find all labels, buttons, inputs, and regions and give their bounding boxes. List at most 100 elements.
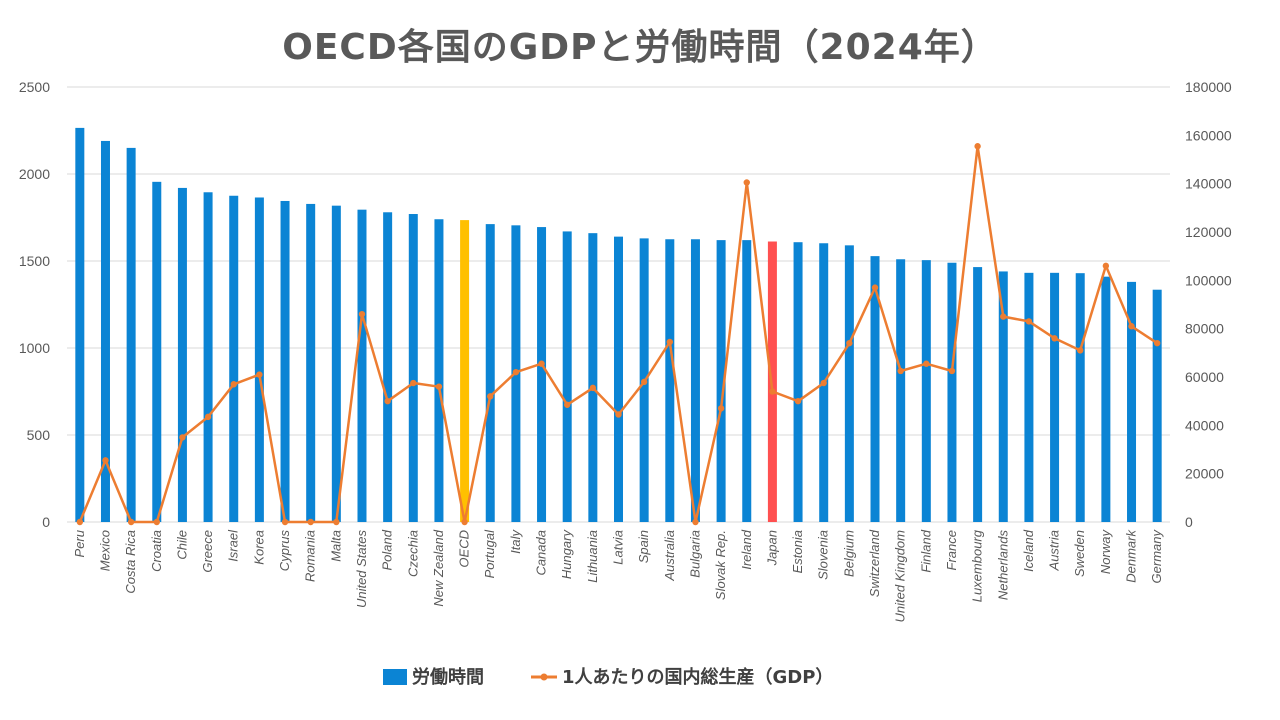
bar-lithuania — [588, 233, 598, 522]
gdp-point-sweden — [1077, 347, 1084, 354]
bar-hungary — [562, 231, 572, 523]
category-label: Lithuania — [585, 530, 600, 583]
bar-united-kingdom — [896, 259, 906, 522]
bar-norway — [1101, 276, 1111, 522]
gdp-point-chile — [179, 434, 186, 441]
category-label: Netherlands — [995, 530, 1010, 601]
category-label: Norway — [1098, 529, 1113, 575]
category-label: Czechia — [405, 530, 420, 577]
bar-peru — [75, 127, 85, 522]
gdp-point-ireland — [743, 179, 750, 186]
category-label: Mexico — [97, 530, 112, 571]
category-label: Italy — [508, 529, 523, 554]
left-tick-label: 1000 — [19, 340, 50, 356]
category-label: Luxembourg — [970, 529, 985, 602]
gdp-point-united-states — [358, 310, 366, 318]
bar-latvia — [614, 236, 623, 522]
bar-bulgaria — [690, 239, 700, 522]
gdp-point-poland — [384, 397, 391, 405]
gdp-point-norway — [1102, 262, 1110, 270]
legend-line-marker — [540, 673, 548, 681]
right-tick-label: 40000 — [1185, 417, 1224, 433]
gdp-point-belgium — [846, 339, 853, 347]
category-label: Belgium — [841, 530, 856, 577]
gdp-point-france — [948, 367, 956, 375]
bar-united-states — [357, 209, 367, 523]
gdp-point-luxembourg — [974, 143, 981, 150]
bar-costa-rica — [126, 147, 136, 522]
gdp-point-costa-rica — [127, 518, 135, 526]
right-y-axis: 0 20000 40000 60000 80000 100000 120000 140000 1… — [1185, 79, 1232, 530]
gdp-point-united-kingdom — [897, 367, 904, 375]
right-tick-label: 80000 — [1185, 321, 1224, 337]
gdp-point-korea — [256, 371, 263, 378]
category-label: Slovak Rep. — [713, 530, 728, 600]
gdp-point-switzerland — [871, 284, 879, 291]
right-tick-label: 180000 — [1185, 79, 1232, 95]
gdp-point-germany — [1153, 339, 1161, 347]
gdp-point-austria — [1051, 335, 1058, 342]
bar-series — [75, 127, 1162, 523]
category-label: Estonia — [790, 530, 805, 573]
category-label: Finland — [918, 529, 933, 572]
bar-cyprus — [280, 200, 290, 522]
bar-sweden — [1075, 273, 1085, 522]
gdp-point-slovenia — [820, 379, 827, 387]
gdp-point-canada — [538, 360, 545, 367]
category-label: Portugal — [482, 529, 497, 579]
category-label: United Kingdom — [893, 530, 908, 623]
category-label: Chile — [174, 530, 189, 560]
bar-finland — [921, 260, 931, 522]
category-label: Israel — [226, 529, 241, 562]
right-tick-label: 120000 — [1185, 224, 1232, 240]
category-label: Malta — [328, 530, 343, 562]
category-label: France — [944, 530, 959, 570]
left-y-axis: 0 500 1000 1500 2000 2500 — [19, 79, 50, 530]
bar-israel — [229, 195, 239, 522]
line-series — [76, 143, 1161, 526]
left-tick-label: 2000 — [19, 166, 50, 182]
bar-greece — [203, 192, 213, 522]
bar-switzerland — [870, 256, 880, 522]
bar-malta — [331, 205, 341, 522]
category-label: Poland — [380, 529, 395, 570]
gdp-point-japan — [769, 388, 776, 395]
bar-iceland — [1024, 272, 1034, 522]
bar-germany — [1152, 289, 1162, 522]
bar-new-zealand — [434, 219, 444, 523]
gdp-point-portugal — [487, 393, 494, 400]
gdp-point-iceland — [1025, 318, 1033, 325]
gdp-point-oecd — [461, 518, 468, 526]
category-label: Peru — [72, 530, 87, 557]
category-label: Germany — [1149, 529, 1164, 584]
bar-mexico — [100, 140, 110, 522]
category-label: Japan — [764, 530, 779, 566]
right-tick-label: 160000 — [1185, 127, 1232, 143]
category-label: Austria — [1047, 530, 1062, 571]
category-label: Sweden — [1072, 530, 1087, 577]
gdp-point-netherlands — [1000, 313, 1007, 320]
bar-chile — [177, 187, 187, 523]
gdp-point-slovak-rep- — [717, 405, 725, 412]
legend-bar-swatch — [383, 669, 407, 685]
gdp-point-peru — [76, 518, 84, 526]
gdp-point-greece — [204, 413, 212, 421]
category-label: Korea — [251, 530, 266, 565]
category-label: Iceland — [1021, 529, 1036, 572]
right-tick-label: 100000 — [1185, 272, 1232, 288]
bar-estonia — [793, 242, 803, 522]
category-label: Cyprus — [277, 530, 292, 572]
gdp-point-estonia — [794, 397, 802, 405]
left-tick-label: 2500 — [19, 79, 50, 95]
bar-korea — [254, 197, 264, 523]
gdp-point-hungary — [563, 401, 571, 408]
bar-czechia — [408, 214, 418, 522]
gdp-point-italy — [512, 368, 520, 376]
category-label: United States — [354, 530, 369, 609]
right-tick-label: 0 — [1185, 514, 1193, 530]
gdp-point-finland — [923, 360, 930, 367]
right-tick-label: 60000 — [1185, 369, 1224, 385]
right-tick-label: 140000 — [1185, 176, 1232, 192]
category-label: Croatia — [149, 530, 164, 572]
category-label: Slovenia — [816, 530, 831, 580]
